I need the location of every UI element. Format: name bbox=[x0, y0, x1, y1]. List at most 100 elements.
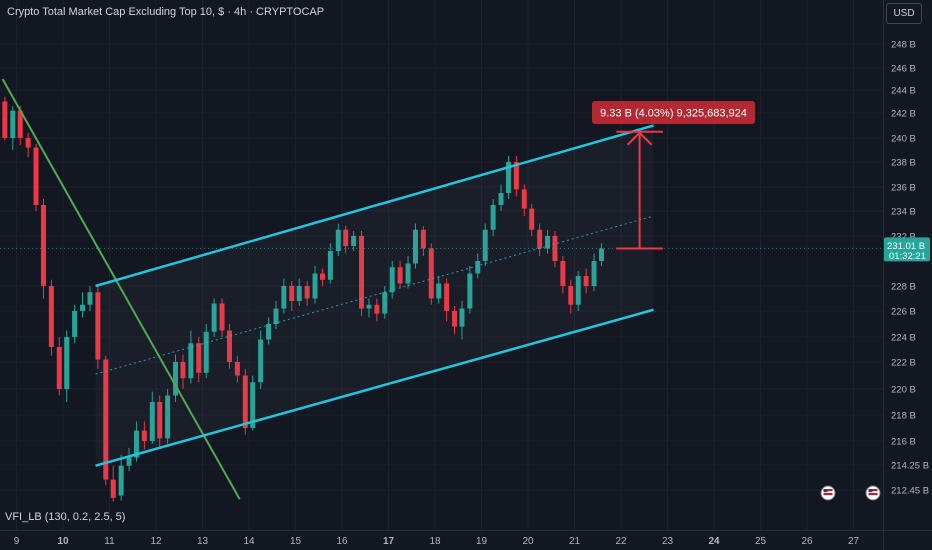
channel-mid-line bbox=[95, 215, 654, 375]
price-tick-label: 216 B bbox=[891, 437, 916, 448]
candle bbox=[366, 298, 372, 318]
candle-body bbox=[203, 331, 209, 373]
price-tick-label: 248 B bbox=[891, 40, 916, 51]
channel-lower-line bbox=[95, 308, 654, 467]
candle bbox=[25, 133, 31, 158]
flag-canton bbox=[868, 489, 873, 493]
candle bbox=[552, 231, 558, 268]
time-tick-label: 10 bbox=[57, 536, 69, 547]
candle-body bbox=[72, 311, 78, 337]
candle bbox=[405, 256, 411, 289]
candle-body bbox=[226, 330, 232, 362]
time-tick-label: 16 bbox=[336, 536, 348, 547]
indicator-label[interactable]: VFI_LB (130, 0.2, 2.5, 5) bbox=[5, 511, 126, 523]
time-tick-label: 18 bbox=[429, 536, 441, 547]
candle-body bbox=[428, 248, 434, 299]
candle bbox=[428, 243, 434, 305]
candle-body bbox=[560, 261, 566, 286]
price-tick-label: 226 B bbox=[891, 307, 916, 318]
candle-body bbox=[351, 236, 357, 246]
currency-button[interactable]: USD bbox=[886, 3, 922, 24]
candle bbox=[126, 447, 132, 472]
candle bbox=[537, 223, 543, 256]
candle-body bbox=[467, 273, 473, 309]
candle bbox=[452, 306, 458, 335]
price-tick-label: 228 B bbox=[891, 282, 916, 293]
candle bbox=[343, 226, 349, 254]
candle bbox=[568, 279, 574, 314]
time-tick-label: 15 bbox=[290, 536, 302, 547]
economic-event-flag-icon[interactable] bbox=[820, 485, 836, 501]
price-tick-label: 222 B bbox=[891, 358, 916, 369]
time-tick-label: 14 bbox=[243, 536, 255, 547]
candle bbox=[382, 286, 388, 319]
candle-body bbox=[165, 395, 171, 439]
flag-canton bbox=[823, 489, 828, 493]
candle-body bbox=[513, 162, 519, 190]
economic-event-flag-icon[interactable] bbox=[865, 485, 881, 501]
candle-body bbox=[459, 308, 465, 327]
candle bbox=[397, 261, 403, 289]
candle bbox=[188, 330, 194, 384]
flag-stripe bbox=[823, 493, 833, 496]
price-tick-label: 238 B bbox=[891, 158, 916, 169]
candle bbox=[87, 286, 93, 311]
time-tick-label: 22 bbox=[615, 536, 627, 547]
candle bbox=[141, 421, 147, 450]
candle bbox=[312, 266, 318, 304]
candle bbox=[266, 317, 272, 345]
candle bbox=[173, 354, 179, 402]
candle-body bbox=[505, 162, 511, 193]
price-tag-countdown: 01:32:21 bbox=[889, 251, 926, 262]
price-tag-box bbox=[884, 237, 930, 262]
time-tick-label: 21 bbox=[569, 536, 581, 547]
candle bbox=[467, 266, 473, 314]
candle-body bbox=[56, 347, 62, 389]
candle-body bbox=[80, 304, 86, 311]
candle-body bbox=[234, 362, 240, 376]
candle-body bbox=[545, 236, 551, 249]
candle-body bbox=[475, 261, 481, 274]
price-tick-label: 242 B bbox=[891, 109, 916, 120]
candle-body bbox=[452, 311, 458, 327]
flag-stripe bbox=[868, 489, 878, 492]
price-tick-label: 236 B bbox=[891, 183, 916, 194]
chart-overlays: 9.33 B (4.03%) 9,325,683,924 231.01 B01:3… bbox=[592, 101, 930, 501]
candle bbox=[304, 281, 310, 306]
candle bbox=[296, 278, 302, 306]
candle bbox=[157, 395, 163, 447]
candle-body bbox=[335, 229, 341, 251]
candle-body bbox=[173, 362, 179, 396]
price-tag-price: 231.01 B bbox=[887, 241, 925, 252]
candle-body bbox=[568, 286, 574, 305]
candle-body bbox=[312, 273, 318, 299]
candle bbox=[327, 243, 333, 284]
candle bbox=[459, 301, 465, 340]
candle-body bbox=[242, 375, 248, 428]
candle-body bbox=[180, 362, 186, 379]
candle-body bbox=[490, 205, 496, 230]
candle-body bbox=[250, 382, 256, 428]
measure-label: 9.33 B (4.03%) 9,325,683,924 bbox=[600, 108, 747, 120]
candle bbox=[490, 199, 496, 236]
candle-body bbox=[382, 292, 388, 314]
candle-body bbox=[366, 304, 372, 309]
candle-body bbox=[498, 193, 504, 205]
candle-body bbox=[149, 402, 155, 441]
chart-grid bbox=[0, 0, 883, 530]
candle bbox=[180, 354, 186, 389]
candle bbox=[444, 278, 450, 322]
candle-body bbox=[296, 286, 302, 301]
time-tick-label: 26 bbox=[801, 536, 813, 547]
candle bbox=[165, 389, 171, 444]
time-tick-label: 27 bbox=[848, 536, 860, 547]
candle bbox=[351, 231, 357, 251]
candle bbox=[219, 298, 225, 337]
candle-body bbox=[482, 229, 488, 261]
candle-body bbox=[343, 229, 349, 246]
candle-body bbox=[126, 457, 132, 466]
candle bbox=[10, 106, 16, 150]
channel-fill bbox=[95, 125, 654, 466]
candle bbox=[529, 203, 535, 236]
